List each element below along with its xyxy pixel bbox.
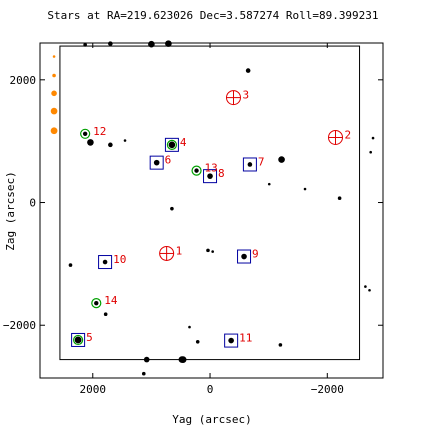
field-star	[278, 156, 285, 163]
field-star	[123, 139, 127, 142]
y-axis-label: Zag (arcsec)	[4, 171, 17, 250]
field-star	[179, 356, 187, 363]
x-tick-label: 2000	[80, 383, 107, 396]
star-id-label: 4	[180, 136, 187, 149]
field-star	[368, 288, 371, 292]
star-id-label: 2	[345, 128, 352, 141]
fid-lights	[159, 90, 344, 261]
x-axis-ticks: 2000 0 −2000	[80, 43, 344, 396]
star-id-label: 12	[93, 125, 106, 138]
field-star	[148, 40, 155, 48]
field-star	[267, 182, 271, 186]
x-axis-label: Yag (arcsec)	[172, 413, 251, 426]
star-id-label: 11	[239, 332, 252, 345]
guide-star-box	[203, 169, 218, 184]
star-id-label: 13	[205, 162, 218, 175]
guide-star	[228, 337, 234, 344]
x-tick-label: 0	[207, 383, 214, 396]
guide-star-box	[242, 157, 257, 172]
acq-star-circle	[73, 334, 84, 346]
guide-star	[241, 253, 247, 260]
y-tick-label: −2000	[3, 319, 36, 332]
field-star	[211, 250, 214, 253]
field-star	[103, 312, 108, 316]
acq-star-circle	[166, 139, 178, 150]
acq-stars	[73, 128, 202, 346]
edge-star	[51, 90, 57, 97]
acq-star-circle	[80, 128, 91, 139]
guide-star-box	[237, 249, 252, 264]
field-star	[170, 206, 174, 211]
field-star	[195, 340, 200, 344]
edge-star	[52, 73, 56, 78]
edge-star	[50, 127, 58, 135]
field-star	[188, 325, 191, 329]
star-id-label: 14	[104, 294, 118, 307]
acq-star	[75, 337, 81, 343]
acq-star-circle	[91, 298, 102, 309]
field-star	[141, 371, 146, 376]
field-star	[369, 150, 372, 154]
guide-star	[207, 173, 213, 179]
field-star	[278, 343, 283, 347]
acq-star	[169, 142, 175, 148]
y-tick-label: 2000	[10, 74, 37, 87]
star-id-label: 9	[252, 248, 259, 261]
y-tick-label: 0	[29, 197, 36, 210]
guide-star-box	[164, 137, 179, 152]
plot-frame	[39, 42, 384, 379]
guide-star	[247, 162, 253, 167]
guide-star-box	[224, 333, 239, 348]
edge-star	[50, 107, 58, 115]
ccd-boundary-box	[59, 45, 361, 361]
field-star	[303, 187, 307, 191]
acq-star	[82, 131, 88, 137]
guide-star-box	[98, 255, 113, 270]
field-star	[87, 139, 94, 146]
star-id-label: 1	[176, 244, 183, 257]
acq-star	[194, 168, 199, 173]
field-star	[206, 248, 210, 253]
guide-star	[153, 159, 160, 166]
field-star	[364, 285, 367, 288]
field-star	[245, 68, 251, 73]
field-star	[68, 263, 73, 267]
chart-title: Stars at RA=219.623026 Dec=3.587274 Roll…	[47, 9, 378, 22]
field-star	[143, 356, 150, 363]
field-star	[371, 136, 375, 140]
edge-stars	[50, 55, 58, 135]
field-star	[83, 43, 87, 47]
star-id-label: 10	[113, 253, 126, 266]
y-axis-ticks: 2000 0 −2000	[3, 74, 383, 332]
field-star	[337, 196, 342, 201]
star-id-label: 5	[86, 331, 93, 344]
x-tick-label: −2000	[311, 383, 344, 396]
star-id-label: 8	[218, 167, 225, 180]
guide-stars	[71, 137, 257, 348]
field-stars	[68, 40, 375, 376]
star-id-label: 6	[165, 154, 172, 167]
edge-star	[52, 55, 56, 58]
field-star	[108, 142, 113, 148]
field-star	[108, 41, 113, 46]
guide-star	[102, 259, 108, 265]
field-star	[165, 40, 172, 47]
guide-star-box	[71, 332, 86, 347]
acq-star	[94, 300, 99, 306]
guide-star-box	[149, 155, 164, 170]
star-id-label: 7	[258, 155, 265, 168]
acq-star-circle	[191, 165, 202, 176]
star-id-label: 3	[242, 89, 249, 102]
